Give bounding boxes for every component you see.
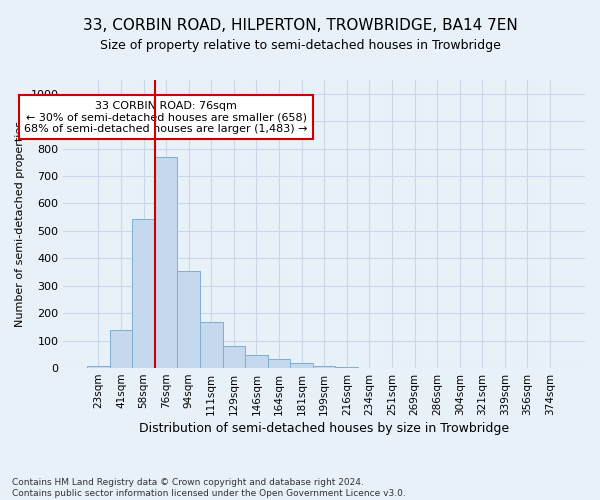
Text: Size of property relative to semi-detached houses in Trowbridge: Size of property relative to semi-detach… bbox=[100, 39, 500, 52]
Bar bbox=[223, 346, 245, 368]
Text: 33, CORBIN ROAD, HILPERTON, TROWBRIDGE, BA14 7EN: 33, CORBIN ROAD, HILPERTON, TROWBRIDGE, … bbox=[83, 18, 517, 32]
Bar bbox=[245, 355, 268, 368]
Bar bbox=[268, 360, 290, 368]
Bar bbox=[155, 157, 178, 368]
Y-axis label: Number of semi-detached properties: Number of semi-detached properties bbox=[15, 121, 25, 327]
Bar bbox=[87, 366, 110, 368]
Bar bbox=[110, 330, 132, 368]
Bar bbox=[178, 271, 200, 368]
Bar bbox=[290, 363, 313, 368]
Bar bbox=[200, 322, 223, 368]
Bar bbox=[132, 219, 155, 368]
X-axis label: Distribution of semi-detached houses by size in Trowbridge: Distribution of semi-detached houses by … bbox=[139, 422, 509, 435]
Text: 33 CORBIN ROAD: 76sqm
← 30% of semi-detached houses are smaller (658)
68% of sem: 33 CORBIN ROAD: 76sqm ← 30% of semi-deta… bbox=[25, 100, 308, 134]
Bar bbox=[335, 367, 358, 368]
Text: Contains HM Land Registry data © Crown copyright and database right 2024.
Contai: Contains HM Land Registry data © Crown c… bbox=[12, 478, 406, 498]
Bar bbox=[313, 366, 335, 368]
